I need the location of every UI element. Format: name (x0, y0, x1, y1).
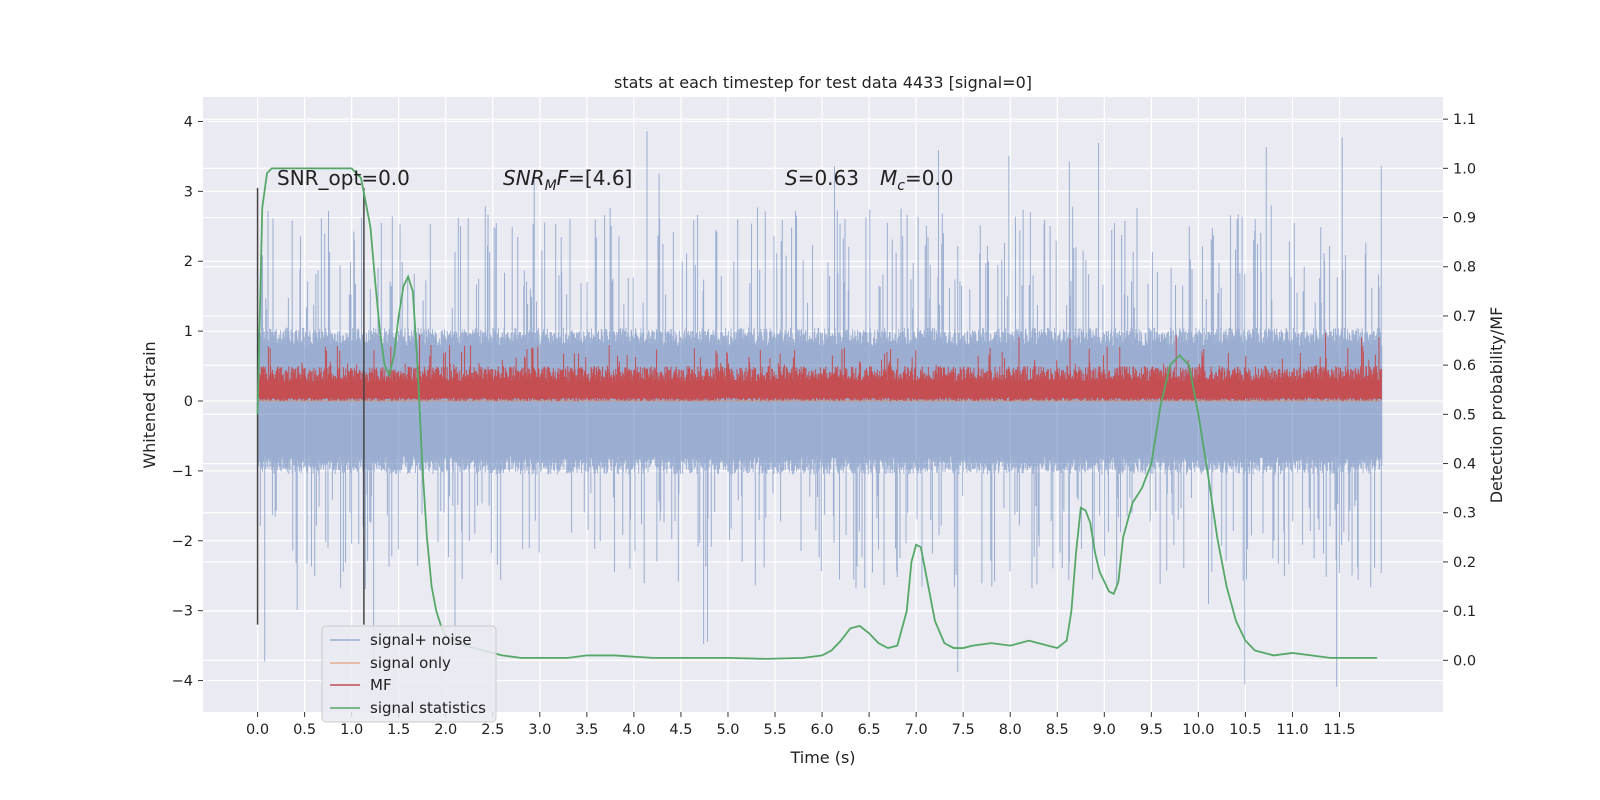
y2-tick-label: 0.9 (1453, 211, 1476, 227)
legend-box (321, 625, 497, 723)
x-tick-label: 1.5 (387, 722, 410, 738)
y2-tick-label: 0.2 (1453, 555, 1476, 571)
annotation-snr-mf-value: =[4.6] (568, 166, 632, 190)
x-tick-label: 9.5 (1140, 722, 1163, 738)
y-tick-label: −4 (172, 674, 193, 690)
x-tick-label: 1.0 (340, 722, 363, 738)
x-axis-ticks: 0.0 0.5 1.0 1.5 2.0 2.5 3.0 3.5 4.0 4.5 5.0 5.5 6.0 6… (246, 712, 1356, 738)
x-tick-label: 8.0 (999, 722, 1022, 738)
x-tick-label: 8.5 (1046, 722, 1069, 738)
x-tick-label: 11.5 (1323, 722, 1355, 738)
x-tick-label: 10.5 (1229, 722, 1261, 738)
y2-tick-label: 0.5 (1453, 407, 1476, 423)
y2-tick-label: 0.0 (1453, 653, 1476, 669)
x-tick-label: 0.0 (246, 722, 269, 738)
x-tick-label: 0.5 (293, 722, 316, 738)
y-tick-label: 2 (184, 254, 193, 270)
y2-tick-label: 1.0 (1453, 161, 1476, 177)
legend-label-signal-only: signal only (370, 654, 451, 672)
y-tick-label: 4 (184, 114, 193, 130)
y2-axis-label: Detection probability/MF (1487, 307, 1506, 504)
annotation-s-name: S (785, 166, 798, 190)
chart-title: stats at each timestep for test data 443… (614, 73, 1032, 92)
y2-tick-label: 1.1 (1453, 112, 1476, 128)
x-tick-label: 2.0 (434, 722, 457, 738)
annotation-mc-sub: c (897, 178, 905, 194)
legend-label-mf: MF (370, 676, 392, 694)
annotation-s-value: =0.63 (798, 166, 859, 190)
x-tick-label: 4.0 (622, 722, 645, 738)
y2-axis-ticks: 0.0 0.1 0.2 0.3 0.4 0.5 0.6 0.7 0.8 0.9 1.0 1.1 (1443, 112, 1476, 669)
annotation-snr-mf: SNRMF=[4.6] (503, 166, 632, 194)
annotation-mc: Mc=0.0 (880, 166, 954, 194)
legend-label-signal-statistics: signal statistics (370, 699, 486, 717)
y2-tick-label: 0.7 (1453, 309, 1476, 325)
x-tick-label: 5.0 (716, 722, 739, 738)
annotation-snr-mf-suffix-f: F (557, 166, 569, 190)
y-tick-label: −1 (172, 464, 193, 480)
x-tick-label: 5.5 (763, 722, 786, 738)
x-tick-label: 4.5 (669, 722, 692, 738)
series-signal-statistics (256, 167, 1378, 660)
y-tick-label: −2 (172, 534, 193, 550)
y2-tick-label: 0.6 (1453, 358, 1476, 374)
x-tick-label: 7.0 (905, 722, 928, 738)
y-tick-label: −3 (172, 604, 193, 620)
y2-tick-label: 0.4 (1453, 457, 1476, 473)
annotation-mc-name: M (880, 166, 897, 190)
signal-statistics-trace (256, 167, 1378, 660)
x-tick-label: 3.5 (575, 722, 598, 738)
y2-tick-label: 0.1 (1453, 604, 1476, 620)
y-tick-label: 1 (184, 324, 193, 340)
annotation-mc-value: =0.0 (905, 166, 954, 190)
y-axis-ticks: −4 −3 −2 −1 0 1 2 3 4 (172, 114, 203, 690)
y-tick-label: 0 (184, 394, 193, 410)
x-axis-label: Time (s) (789, 748, 855, 767)
annotation-snr-mf-prefix: SNR (503, 166, 545, 190)
annotation-snr-opt: SNR_opt=0.0 (277, 166, 410, 190)
y-tick-label: 3 (184, 184, 193, 200)
x-tick-label: 6.5 (858, 722, 881, 738)
y2-tick-label: 0.8 (1453, 260, 1476, 276)
x-tick-label: 3.0 (528, 722, 551, 738)
annotation-s: S=0.63 (785, 166, 859, 190)
x-tick-label: 2.5 (481, 722, 504, 738)
x-tick-label: 9.0 (1093, 722, 1116, 738)
legend: signal+ noise signal only MF signal stat… (321, 625, 497, 723)
annotation-snr-mf-sub: M (545, 178, 557, 194)
x-tick-label: 7.5 (952, 722, 975, 738)
legend-label-signal-noise: signal+ noise (370, 631, 472, 649)
y2-tick-label: 0.3 (1453, 506, 1476, 522)
x-tick-label: 6.0 (811, 722, 834, 738)
y-axis-label: Whitened strain (140, 341, 159, 468)
x-tick-label: 10.0 (1182, 722, 1214, 738)
x-tick-label: 11.0 (1276, 722, 1308, 738)
